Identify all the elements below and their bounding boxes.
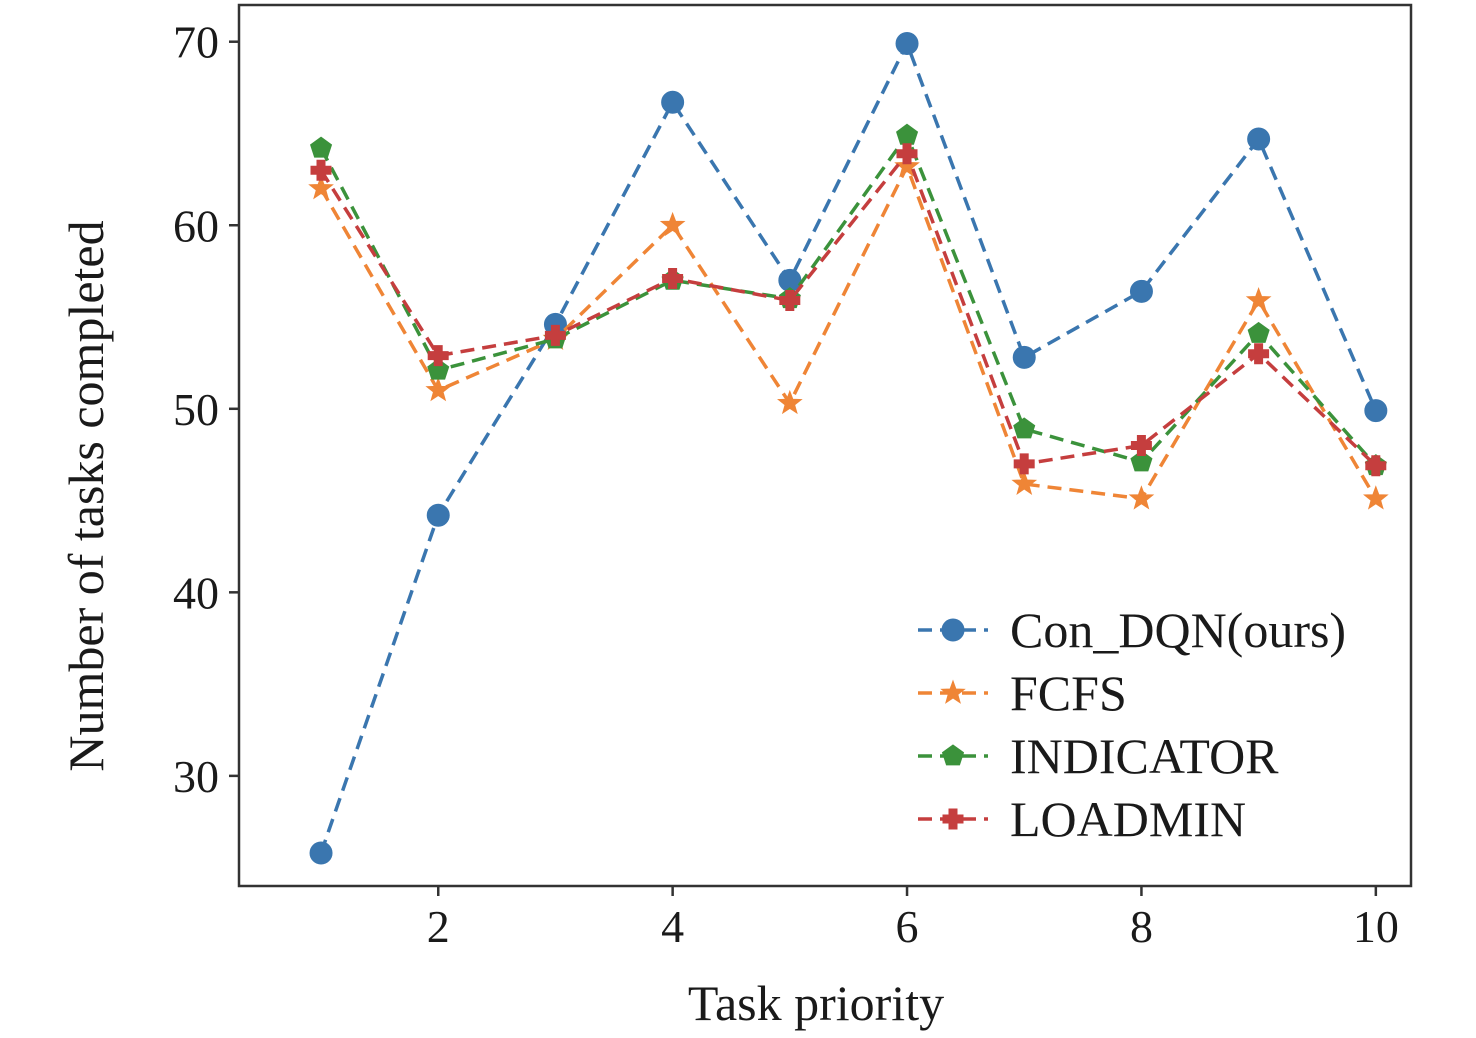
data-point (1248, 343, 1270, 365)
data-point (1247, 127, 1271, 151)
x-tick-label: 10 (1353, 901, 1399, 952)
series-line (319, 151, 1378, 467)
data-point (896, 123, 919, 145)
series-fcfs (308, 153, 1389, 510)
legend-item: FCFS (918, 665, 1127, 721)
y-tick-label: 60 (173, 200, 219, 251)
data-point (662, 268, 684, 289)
ticks-layer: 2 4 6 8 10 30 40 50 60 70 (173, 17, 1399, 952)
data-point (426, 503, 450, 527)
data-point (1365, 455, 1387, 477)
legend-marker (941, 744, 965, 766)
legend-label: INDICATOR (1010, 728, 1279, 784)
y-tick-label: 30 (173, 751, 219, 802)
series-line (319, 164, 1378, 501)
data-point (1363, 485, 1389, 510)
y-axis-title: Number of tasks completed (58, 220, 114, 771)
data-point (310, 136, 333, 158)
data-point (1011, 470, 1038, 495)
data-point (1013, 417, 1036, 439)
x-tick-label: 4 (661, 901, 684, 952)
x-axis-title: Task priority (688, 975, 944, 1031)
legend-marker (941, 618, 965, 642)
series-loadmin (310, 143, 1387, 477)
y-tick-label: 50 (173, 384, 219, 435)
legend-marker (940, 679, 966, 704)
plot-frame (237, 3, 1413, 888)
data-point (308, 175, 334, 200)
series-line (319, 133, 1378, 467)
data-point (1012, 345, 1036, 369)
legend-item: INDICATOR (918, 728, 1279, 784)
legend-marker (942, 808, 964, 830)
y-tick-label: 40 (173, 567, 219, 618)
legend-label: LOADMIN (1010, 791, 1246, 847)
data-point (1129, 279, 1153, 303)
data-point (544, 324, 566, 346)
data-point (659, 211, 686, 237)
y-tick-label: 70 (173, 17, 219, 68)
legend-label: FCFS (1010, 665, 1127, 721)
data-point (427, 345, 449, 367)
x-tick-label: 8 (1130, 901, 1153, 952)
data-point (1013, 453, 1035, 475)
data-point (309, 841, 333, 865)
data-point (310, 159, 332, 181)
x-tick-label: 2 (427, 901, 450, 952)
series-con-dqn-ours (309, 32, 1388, 865)
data-point (1364, 399, 1388, 423)
data-point (1128, 485, 1155, 510)
data-point (894, 153, 920, 178)
series-line (319, 41, 1378, 854)
legend: Con_DQN(ours) FCFS INDICATOR LOADMIN (918, 602, 1346, 847)
legend-item: LOADMIN (918, 791, 1246, 847)
data-point (1130, 435, 1152, 456)
data-point (896, 143, 918, 165)
legend-item: Con_DQN(ours) (918, 602, 1346, 658)
data-point (895, 32, 919, 56)
x-tick-label: 6 (896, 901, 919, 952)
data-point (425, 376, 452, 402)
data-point (661, 90, 685, 114)
series-indicator (310, 123, 1387, 476)
data-point (1247, 321, 1270, 343)
series-layer (308, 32, 1389, 865)
legend-label: Con_DQN(ours) (1010, 602, 1346, 658)
data-point (777, 389, 803, 415)
data-point (1130, 450, 1153, 472)
data-point (779, 290, 801, 311)
data-point (1245, 287, 1272, 312)
data-point (427, 358, 450, 380)
